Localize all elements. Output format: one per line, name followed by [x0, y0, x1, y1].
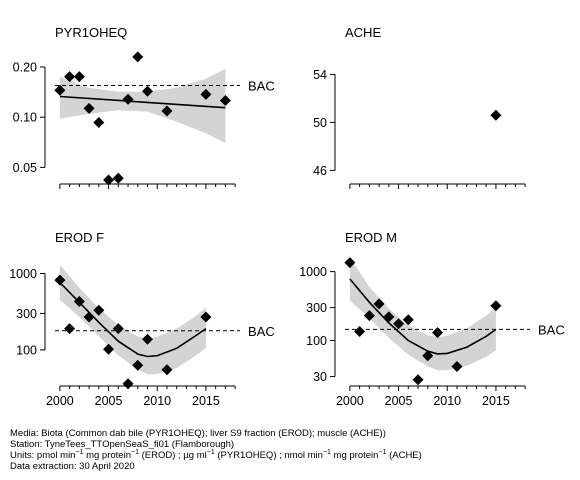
footer-station: Station: TyneTees_TTOpenSeaS_fi01 (Flamb…	[10, 439, 235, 450]
data-point	[451, 360, 463, 372]
chart-figure: PYR1OHEQ BAC 0.05 0.10 0.20 ACHE 46 50 54 EROD F B…	[9, 25, 565, 408]
data-point	[64, 323, 76, 335]
data-point	[161, 105, 173, 117]
data-point	[490, 109, 502, 121]
data-point	[132, 359, 144, 371]
data-point	[161, 364, 173, 376]
data-point	[93, 116, 105, 128]
panel-title: PYR1OHEQ	[55, 25, 127, 40]
data-point	[200, 88, 212, 100]
x-tick-label: 2015	[482, 394, 510, 408]
data-point	[73, 296, 85, 308]
y-tick-label: 30	[313, 370, 327, 384]
confidence-band	[349, 257, 496, 371]
y-tick-label: 100	[306, 334, 327, 348]
data-point	[412, 374, 424, 386]
data-point	[363, 310, 375, 322]
footer-units: Units: pmol min−1 mg protein−1 (EROD) ; …	[10, 448, 422, 461]
data-point	[142, 85, 153, 97]
panel-pyr1oheq: PYR1OHEQ BAC 0.05 0.10 0.20	[13, 25, 275, 189]
data-point	[393, 318, 405, 330]
panel-title: EROD M	[345, 230, 397, 245]
data-point	[83, 102, 95, 114]
data-point	[93, 304, 105, 316]
y-tick-label: 46	[313, 164, 327, 178]
data-point	[432, 327, 443, 339]
data-point	[142, 333, 153, 345]
y-tick-label: 1000	[299, 265, 327, 279]
x-tick-label: 2010	[143, 394, 171, 408]
data-point	[122, 93, 134, 105]
footer-notes: Media: Biota (Common dab bile (PYR1OHEQ)…	[10, 428, 422, 472]
panel-erod-f: EROD F BAC 100 300 1000 2000 2005 2010 2015	[9, 230, 275, 408]
data-point	[112, 323, 124, 335]
data-point	[354, 326, 366, 338]
panel-title: EROD F	[55, 230, 104, 245]
y-tick-label: 1000	[9, 267, 37, 281]
x-tick-label: 2000	[46, 394, 74, 408]
confidence-band	[59, 264, 206, 375]
panel-erod-m: EROD M BAC 30 100 300 1000 2000 2005 2010 2015	[299, 230, 565, 408]
data-point	[103, 343, 115, 355]
panel-ache: ACHE 46 50 54	[313, 25, 526, 189]
y-tick-label: 50	[313, 116, 327, 130]
y-tick-label: 300	[306, 301, 327, 315]
data-point	[402, 314, 414, 326]
reference-line-label: BAC	[248, 78, 275, 93]
data-point	[64, 71, 76, 83]
x-tick-label: 2005	[95, 394, 123, 408]
data-point	[83, 311, 95, 323]
data-point	[122, 378, 134, 390]
data-point	[219, 94, 231, 106]
x-tick-label: 2000	[336, 394, 364, 408]
y-tick-label: 54	[313, 68, 327, 82]
data-point	[54, 274, 66, 286]
data-point	[422, 350, 434, 362]
trend-line	[349, 278, 497, 355]
reference-line-label: BAC	[538, 322, 565, 337]
data-point	[132, 51, 144, 63]
reference-line-label: BAC	[248, 324, 275, 339]
data-point	[383, 311, 395, 323]
data-point	[112, 172, 124, 184]
data-point	[54, 84, 66, 96]
x-tick-label: 2010	[433, 394, 461, 408]
y-tick-label: 100	[16, 343, 37, 357]
data-point	[73, 71, 85, 83]
panel-title: ACHE	[345, 25, 381, 40]
confidence-band	[59, 68, 226, 143]
y-tick-label: 300	[16, 307, 37, 321]
data-point	[373, 298, 385, 310]
data-point	[103, 174, 115, 186]
data-point	[200, 311, 212, 323]
footer-extraction: Data extraction: 30 April 2020	[10, 461, 135, 472]
footer-media: Media: Biota (Common dab bile (PYR1OHEQ)…	[10, 428, 386, 439]
trend-line	[59, 95, 226, 109]
y-tick-label: 0.10	[13, 111, 37, 125]
y-tick-label: 0.05	[13, 161, 37, 175]
y-tick-label: 0.20	[13, 60, 37, 74]
data-point	[490, 300, 502, 312]
x-tick-label: 2005	[385, 394, 413, 408]
x-tick-label: 2015	[192, 394, 220, 408]
data-point	[344, 257, 356, 269]
